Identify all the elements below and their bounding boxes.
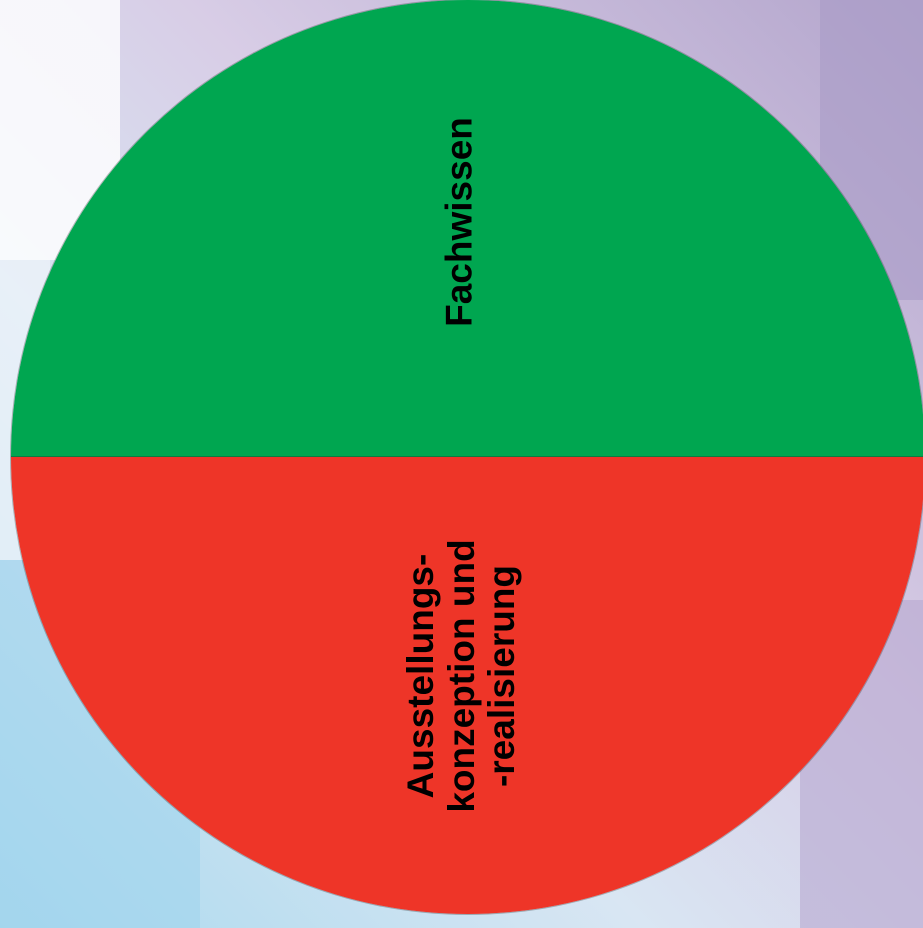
label-ausstellung: Ausstellungs- konzeption und -realisieru… (399, 539, 523, 813)
label-ausstellung-line-1: Ausstellungs- (399, 553, 441, 799)
label-ausstellung-line-3: -realisierung (481, 564, 523, 788)
pie-circle (11, 0, 923, 914)
label-ausstellung-line-2: konzeption und (440, 539, 482, 813)
segment-divider (11, 456, 923, 457)
segment-ausstellung (11, 457, 923, 914)
label-fachwissen-line: Fachwissen (438, 117, 480, 327)
segment-fachwissen (11, 0, 923, 457)
label-fachwissen: Fachwissen (438, 117, 481, 327)
